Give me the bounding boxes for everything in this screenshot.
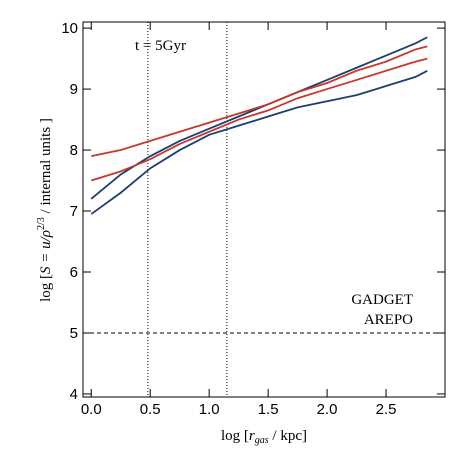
plot-frame (82, 21, 446, 398)
x-tick-label: 1.5 (258, 401, 279, 418)
x-label-part: / kpc] (269, 428, 307, 444)
y-tick-label: 6 (70, 264, 78, 281)
y-label-part: log [ (38, 274, 54, 302)
x-tick-label: 0.5 (140, 401, 161, 418)
series-line (90, 57, 428, 182)
x-tick-label: 2.0 (317, 401, 338, 418)
x-label-part: log [ (221, 428, 249, 444)
y-tick-label: 4 (70, 386, 78, 403)
y-tick-label: 9 (70, 81, 78, 98)
x-axis-label: log [rgas / kpc] (221, 428, 307, 446)
x-tick-label: 1.0 (199, 401, 220, 418)
x-label-part: r (249, 428, 255, 444)
y-label-part: 2/3 (36, 217, 47, 230)
x-tick-label: 0.0 (81, 401, 102, 418)
y-tick-label: 8 (70, 142, 78, 159)
y-axis-label: log [S = u/ρ2/3 / internal units ] (36, 118, 54, 302)
y-label-part: S = u/ρ (38, 230, 54, 274)
y-tick-label: 10 (61, 20, 78, 37)
y-label-part: / internal units ] (38, 118, 54, 217)
x-label-part: gas (255, 435, 269, 446)
series-line (90, 69, 428, 215)
x-tick-label: 2.5 (376, 401, 397, 418)
series-line (91, 45, 428, 158)
legend-label: GADGET (351, 292, 413, 308)
y-tick-label: 7 (70, 203, 78, 220)
annotation: t = 5Gyr (135, 38, 186, 54)
y-tick-label: 5 (70, 325, 78, 342)
legend-label: AREPO (364, 312, 413, 328)
